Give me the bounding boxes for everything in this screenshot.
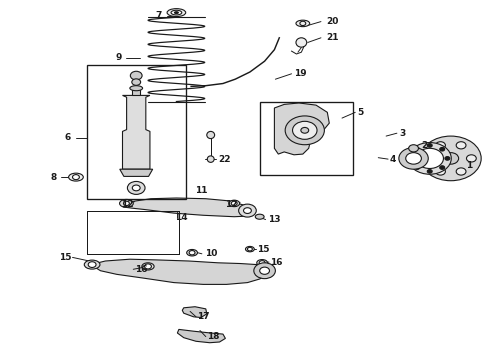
Text: 10: 10	[205, 249, 217, 258]
Circle shape	[189, 251, 195, 255]
Circle shape	[399, 148, 428, 169]
Polygon shape	[120, 169, 153, 176]
Ellipse shape	[130, 86, 143, 91]
Ellipse shape	[207, 131, 215, 139]
Ellipse shape	[296, 20, 310, 27]
Ellipse shape	[171, 10, 182, 15]
Ellipse shape	[69, 173, 83, 181]
Circle shape	[456, 168, 466, 175]
Text: 13: 13	[269, 215, 281, 224]
Circle shape	[132, 79, 141, 85]
Text: 14: 14	[175, 213, 188, 222]
Polygon shape	[182, 307, 207, 318]
Circle shape	[466, 155, 476, 162]
Text: 16: 16	[135, 265, 147, 274]
Text: 2: 2	[421, 141, 428, 150]
Circle shape	[123, 201, 129, 206]
Circle shape	[436, 142, 445, 149]
Circle shape	[445, 157, 450, 160]
Circle shape	[436, 168, 445, 175]
Polygon shape	[132, 88, 140, 95]
Ellipse shape	[187, 249, 197, 256]
Circle shape	[244, 208, 251, 213]
Text: 22: 22	[218, 154, 231, 163]
Circle shape	[415, 148, 420, 151]
Ellipse shape	[174, 12, 178, 13]
Circle shape	[73, 175, 79, 180]
Text: 7: 7	[155, 12, 162, 21]
Text: 1: 1	[466, 161, 473, 170]
Polygon shape	[177, 329, 225, 343]
Ellipse shape	[296, 38, 307, 47]
Circle shape	[409, 145, 418, 152]
Text: 20: 20	[326, 17, 339, 26]
Circle shape	[440, 166, 444, 169]
Circle shape	[285, 116, 324, 145]
Circle shape	[408, 143, 451, 174]
Ellipse shape	[229, 200, 240, 207]
Ellipse shape	[120, 199, 133, 207]
Circle shape	[260, 267, 270, 274]
Circle shape	[456, 142, 466, 149]
Ellipse shape	[257, 260, 268, 266]
Text: 3: 3	[399, 129, 406, 138]
Circle shape	[145, 264, 151, 269]
Circle shape	[301, 127, 309, 133]
Text: 11: 11	[195, 186, 208, 195]
Ellipse shape	[207, 156, 214, 162]
Polygon shape	[122, 95, 150, 169]
Text: 21: 21	[326, 33, 339, 42]
Text: 9: 9	[115, 53, 122, 62]
Circle shape	[425, 155, 435, 162]
Polygon shape	[91, 259, 269, 284]
Ellipse shape	[84, 260, 100, 269]
Circle shape	[406, 153, 421, 164]
Circle shape	[443, 153, 459, 164]
Circle shape	[130, 71, 142, 80]
Text: 6: 6	[65, 133, 71, 142]
Text: 16: 16	[270, 258, 283, 266]
Circle shape	[415, 166, 420, 169]
Circle shape	[259, 261, 265, 265]
Circle shape	[293, 121, 317, 139]
Text: 17: 17	[197, 312, 210, 321]
Circle shape	[88, 262, 96, 267]
Circle shape	[416, 148, 443, 168]
Text: 5: 5	[358, 108, 364, 117]
Text: 12: 12	[122, 200, 134, 209]
Text: 15: 15	[257, 245, 270, 253]
Circle shape	[231, 201, 237, 206]
Bar	[260, 102, 353, 175]
Ellipse shape	[245, 246, 254, 252]
Circle shape	[132, 185, 140, 191]
Ellipse shape	[255, 214, 264, 219]
Circle shape	[427, 144, 432, 147]
Bar	[87, 65, 186, 199]
Circle shape	[127, 181, 145, 194]
Polygon shape	[274, 103, 329, 155]
Text: 15: 15	[58, 253, 71, 262]
Circle shape	[410, 157, 415, 160]
Text: 19: 19	[294, 69, 307, 78]
Circle shape	[239, 204, 256, 217]
Circle shape	[440, 148, 444, 151]
Circle shape	[247, 247, 252, 251]
Circle shape	[420, 136, 481, 181]
Text: 8: 8	[50, 173, 56, 181]
Polygon shape	[122, 198, 252, 217]
Ellipse shape	[142, 263, 154, 270]
Text: 18: 18	[207, 332, 220, 341]
Text: 12: 12	[225, 200, 238, 209]
Circle shape	[427, 170, 432, 173]
Circle shape	[254, 263, 275, 279]
Text: 4: 4	[390, 154, 396, 163]
Ellipse shape	[167, 9, 186, 17]
